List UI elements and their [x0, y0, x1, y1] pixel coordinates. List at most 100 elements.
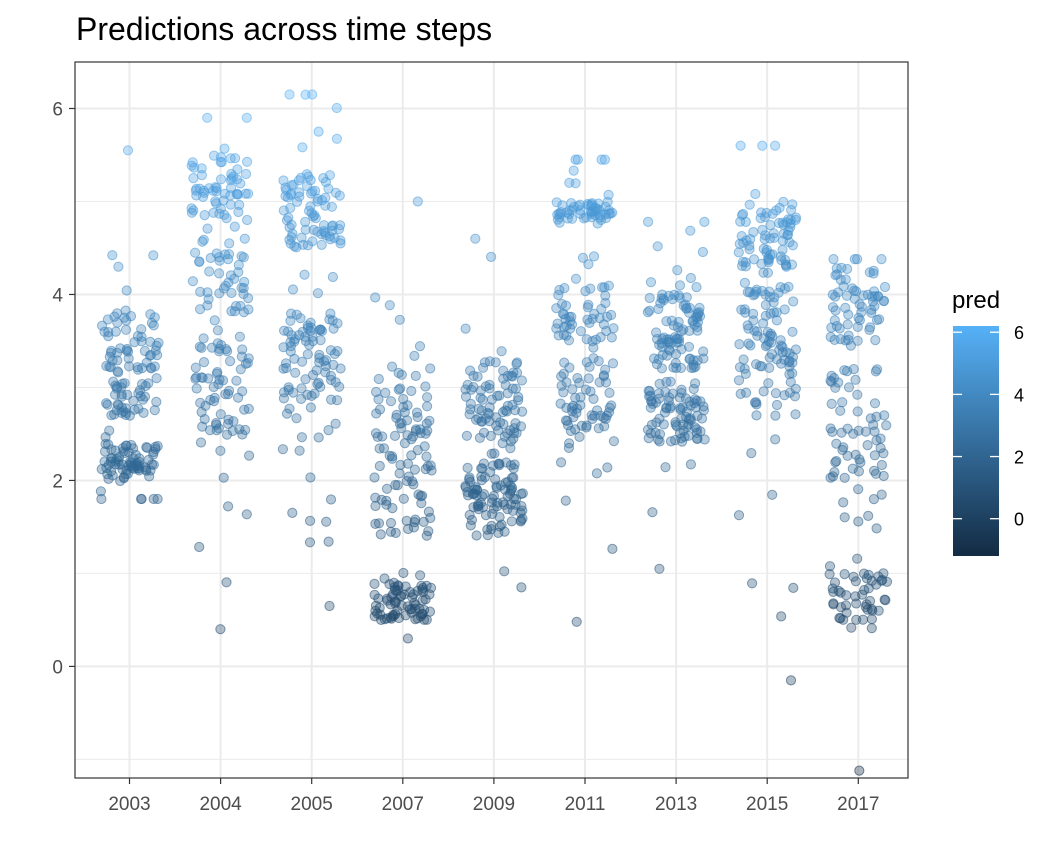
- data-point: [415, 570, 426, 581]
- data-point: [370, 292, 381, 303]
- data-point: [678, 324, 689, 335]
- data-points: [95, 89, 893, 776]
- data-point: [551, 197, 562, 208]
- legend-ticks: 0 2 4 6: [953, 323, 1024, 530]
- data-point: [840, 600, 852, 611]
- data-point: [788, 296, 799, 307]
- data-point: [294, 445, 305, 456]
- data-point: [608, 436, 620, 447]
- data-point: [243, 304, 254, 315]
- data-point: [235, 364, 246, 375]
- data-point: [866, 307, 877, 318]
- data-point: [332, 318, 343, 329]
- data-point: [555, 209, 566, 220]
- data-point: [685, 272, 697, 284]
- data-point: [414, 603, 425, 615]
- data-point: [577, 252, 589, 263]
- data-point: [102, 399, 113, 410]
- data-point: [830, 270, 841, 281]
- data-point: [594, 204, 605, 215]
- data-point: [562, 415, 573, 427]
- data-point: [660, 462, 671, 473]
- data-point: [195, 286, 206, 297]
- data-point: [219, 143, 230, 154]
- data-point: [859, 584, 870, 596]
- data-point: [485, 430, 496, 442]
- data-point: [653, 303, 664, 315]
- data-point: [244, 450, 255, 461]
- data-point: [218, 283, 230, 294]
- data-point: [775, 282, 786, 293]
- data-point: [767, 489, 778, 500]
- data-point: [403, 523, 414, 535]
- data-point: [776, 340, 787, 351]
- data-point: [552, 214, 564, 225]
- data-point: [866, 614, 878, 625]
- y-tick-label: 6: [52, 99, 63, 120]
- data-point: [113, 261, 124, 272]
- data-point: [849, 254, 860, 265]
- data-point: [572, 154, 583, 165]
- data-point: [196, 170, 207, 181]
- data-point: [602, 196, 613, 207]
- data-point: [564, 438, 575, 449]
- data-point: [295, 313, 306, 324]
- data-point: [685, 459, 697, 470]
- data-point: [300, 374, 311, 385]
- data-point: [829, 467, 840, 478]
- x-tick-label: 2005: [291, 794, 333, 815]
- data-point: [331, 133, 342, 144]
- data-point: [852, 335, 863, 346]
- data-point: [600, 297, 611, 309]
- data-point: [305, 472, 316, 483]
- data-point: [841, 607, 852, 618]
- data-point: [568, 400, 579, 412]
- data-point: [740, 368, 751, 379]
- data-point: [221, 577, 232, 588]
- data-point: [866, 623, 877, 634]
- data-point: [665, 338, 676, 349]
- data-point: [96, 493, 107, 505]
- data-point: [847, 283, 858, 294]
- data-point: [462, 379, 473, 390]
- data-point: [674, 280, 686, 291]
- data-point: [233, 259, 244, 271]
- data-point: [692, 410, 703, 421]
- data-point: [408, 522, 419, 533]
- data-point: [853, 312, 864, 323]
- data-point: [386, 613, 397, 624]
- data-point: [768, 228, 779, 239]
- data-point: [103, 331, 114, 342]
- data-point: [111, 454, 122, 465]
- data-point: [99, 446, 111, 457]
- data-point: [242, 156, 253, 167]
- data-point: [423, 526, 434, 537]
- data-point: [284, 403, 295, 414]
- data-point: [112, 366, 123, 377]
- data-point: [830, 382, 841, 393]
- data-point: [330, 418, 341, 429]
- data-point: [199, 414, 210, 425]
- data-point: [671, 362, 682, 374]
- data-point: [511, 367, 523, 378]
- data-point: [402, 633, 413, 644]
- data-point: [825, 472, 836, 483]
- data-point: [831, 321, 843, 332]
- data-point: [581, 212, 592, 223]
- data-point: [671, 421, 683, 432]
- data-point: [478, 362, 489, 373]
- data-point: [594, 377, 605, 388]
- data-point: [475, 385, 486, 396]
- data-point: [570, 273, 582, 284]
- data-point: [314, 357, 325, 368]
- data-point: [312, 288, 323, 299]
- data-point: [562, 213, 573, 224]
- data-point: [374, 404, 386, 415]
- data-point: [676, 326, 687, 337]
- data-point: [412, 613, 423, 624]
- data-point: [239, 276, 250, 287]
- data-point: [842, 366, 853, 377]
- data-point: [554, 217, 565, 228]
- data-point: [591, 468, 603, 479]
- data-point: [407, 431, 419, 442]
